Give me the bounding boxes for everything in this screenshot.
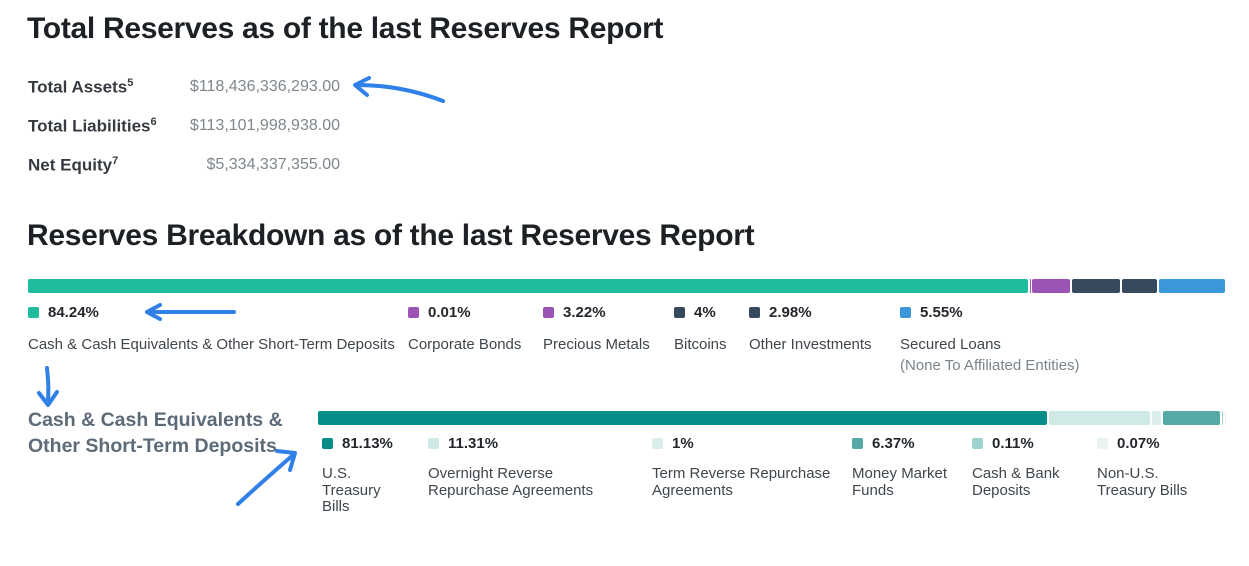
legend-label: Precious Metals <box>543 336 650 353</box>
legend-item-bitcoins: 4% Bitcoins <box>674 304 727 355</box>
legend-swatch-bitcoins <box>674 307 685 318</box>
legend-label: Overnight Reverse Repurchase Agreements <box>428 465 594 499</box>
legend-item-cash-equivalents: 84.24% Cash & Cash Equivalents & Other S… <box>28 304 395 355</box>
legend-label: Cash & Bank Deposits <box>972 465 1060 499</box>
legend-swatch-other-investments <box>749 307 760 318</box>
legend-swatch-overnight-repo <box>428 438 439 449</box>
legend-percent: 11.31% <box>448 435 499 452</box>
legend-item-secured-loans: 5.55% Secured Loans (None To Affiliated … <box>900 304 1080 376</box>
bar-segment <box>1032 279 1071 293</box>
legend-percent: 2.98% <box>769 304 812 321</box>
legend-item-corporate-bonds: 0.01% Corporate Bonds <box>408 304 521 355</box>
annotation-arrow-sub-legend-icon <box>236 449 297 506</box>
bar-segment <box>28 279 1028 293</box>
bar-segment <box>1225 411 1226 425</box>
bar-segment <box>1222 411 1224 425</box>
legend-percent: 81.13% <box>342 435 393 452</box>
annotation-arrow-total-assets-icon <box>353 76 445 103</box>
total-liabilities-value: $113,101,998,938.00 <box>189 117 340 134</box>
legend-item-money-market-funds: 6.37% Money Market Funds <box>852 435 947 499</box>
legend-label: Non-U.S. Treasury Bills <box>1097 465 1188 499</box>
bar-segment <box>1048 411 1151 425</box>
legend-percent: 0.07% <box>1117 435 1160 452</box>
legend-percent: 0.01% <box>428 304 471 321</box>
legend-label: Other Investments <box>749 336 872 353</box>
footnote-7: 7 <box>112 155 119 167</box>
bar-segment <box>1163 411 1221 425</box>
total-assets-label: Total Assets5 <box>28 77 133 98</box>
legend-sublabel: (None To Affiliated Entities) <box>900 357 1080 374</box>
legend-label: Money Market Funds <box>852 465 948 499</box>
reserves-breakdown-heading: Reserves Breakdown as of the last Reserv… <box>27 219 755 252</box>
cash-equivalents-section-title: Cash & Cash Equivalents & Other Short-Te… <box>28 409 283 457</box>
footnote-6: 6 <box>150 116 157 128</box>
legend-percent: 5.55% <box>920 304 963 321</box>
total-assets-label-text: Total Assets <box>28 77 128 97</box>
legend-percent: 1% <box>672 435 694 452</box>
legend-label: Corporate Bonds <box>408 336 522 353</box>
footnote-5: 5 <box>127 77 134 89</box>
legend-swatch-corporate-bonds <box>408 307 419 318</box>
legend-item-overnight-repo: 11.31% Overnight Reverse Repurchase Agre… <box>428 435 593 499</box>
legend-label: Cash & Cash Equivalents & Other Short-Te… <box>28 336 395 353</box>
legend-item-us-treasury-bills: 81.13% U.S. Treasury Bills <box>322 435 393 516</box>
legend-swatch-us-treasury-bills <box>322 438 333 449</box>
annotation-arrow-main-percentage-icon <box>145 303 236 321</box>
legend-swatch-precious-metals <box>543 307 554 318</box>
legend-swatch-term-repo <box>652 438 663 449</box>
total-liabilities-label: Total Liabilities6 <box>28 116 157 137</box>
bar-segment <box>1152 411 1162 425</box>
total-liabilities-label-text: Total Liabilities <box>28 116 151 136</box>
legend-label: Bitcoins <box>674 336 727 353</box>
legend-percent: 0.11% <box>992 435 1034 452</box>
legend-label: Term Reverse Repurchase Agreements <box>652 465 831 499</box>
bar-segment <box>1121 279 1158 293</box>
annotation-arrow-cash-section-icon <box>37 366 59 407</box>
legend-item-other-investments: 2.98% Other Investments <box>749 304 872 355</box>
legend-item-cash-bank-deposits: 0.11% Cash & Bank Deposits <box>972 435 1060 499</box>
bar-segment <box>318 411 1047 425</box>
net-equity-value: $5,334,337,355.00 <box>206 156 340 173</box>
bar-segment <box>1072 279 1120 293</box>
legend-label: Secured Loans (None To Affiliated Entiti… <box>900 336 1080 374</box>
legend-item-non-us-treasury-bills: 0.07% Non-U.S. Treasury Bills <box>1097 435 1187 499</box>
legend-percent: 84.24% <box>48 304 99 321</box>
legend-item-precious-metals: 3.22% Precious Metals <box>543 304 650 355</box>
total-assets-value: $118,436,336,293.00 <box>189 78 340 95</box>
legend-swatch-secured-loans <box>900 307 911 318</box>
legend-swatch-cash-bank-deposits <box>972 438 983 449</box>
legend-swatch-money-market-funds <box>852 438 863 449</box>
legend-percent: 4% <box>694 304 716 321</box>
bar-segment <box>1159 279 1225 293</box>
reserves-breakdown-bar <box>28 279 1225 293</box>
legend-swatch-non-us-treasury-bills <box>1097 438 1108 449</box>
cash-equivalents-breakdown-bar <box>318 411 1226 425</box>
legend-swatch-cash-equivalents <box>28 307 39 318</box>
legend-label: U.S. Treasury Bills <box>322 465 381 515</box>
legend-percent: 6.37% <box>872 435 915 452</box>
legend-percent: 3.22% <box>563 304 606 321</box>
net-equity-label-text: Net Equity <box>28 155 113 175</box>
legend-item-term-repo: 1% Term Reverse Repurchase Agreements <box>652 435 830 499</box>
net-equity-label: Net Equity7 <box>28 155 118 176</box>
total-reserves-heading: Total Reserves as of the last Reserves R… <box>27 12 664 45</box>
